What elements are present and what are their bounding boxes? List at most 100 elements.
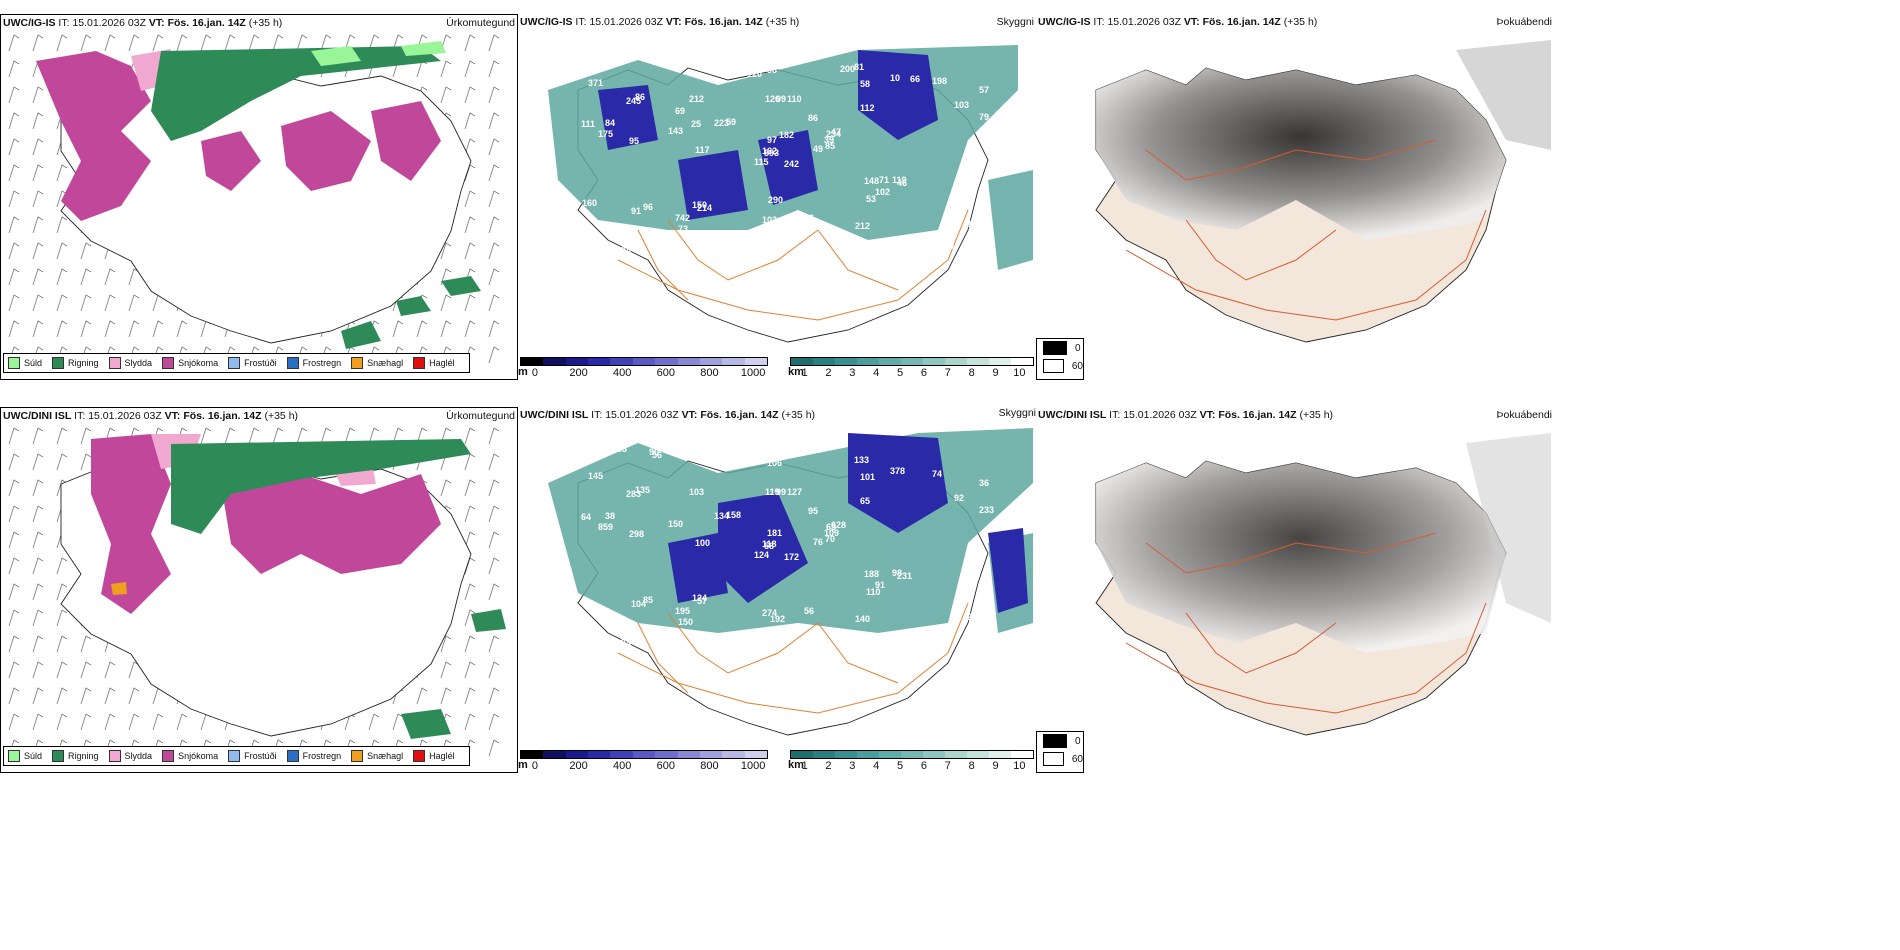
cloudbase-label: 200 (840, 64, 855, 74)
wind-barb (8, 505, 20, 523)
wind-barb (488, 661, 500, 679)
wind-barb (488, 505, 500, 523)
cloudbase-label: 110 (770, 221, 785, 231)
colorbar-tick: 10 (1013, 760, 1026, 772)
colorbar-segment (722, 751, 745, 758)
legend-swatch (286, 357, 299, 369)
wind-barb (80, 242, 92, 260)
wind-barb (32, 609, 44, 627)
cloudbase-labels: 2422455931642342148111058491429195571151… (581, 47, 989, 255)
cloudbase-label: 292 (967, 612, 982, 622)
cloudbase-label: 93 (811, 52, 821, 62)
legend-label: Frostúði (244, 751, 277, 761)
cloudbase-label: 56 (804, 606, 814, 616)
fog-swatch-0 (1043, 734, 1067, 748)
colorbar-segment (565, 751, 589, 758)
colorbar-segment (521, 751, 544, 758)
wind-barb (440, 661, 452, 679)
colorbar-tick: 800 (700, 367, 719, 379)
colorbar-unit: m (518, 366, 528, 378)
cloudbase-label: 119 (765, 487, 780, 497)
colorbar-segment (923, 751, 945, 758)
colorbar-segment (989, 751, 1011, 758)
wind-barb (56, 557, 68, 575)
cloudbase-label: 174 (616, 638, 631, 648)
wind-barb (104, 294, 116, 312)
cloudbase-label: 378 (890, 466, 905, 476)
wind-barb (56, 661, 68, 679)
wind-barb (200, 427, 212, 445)
wind-barb (488, 242, 500, 260)
cloudbase-label: 192 (770, 614, 785, 624)
cloudbase-label: 118 (762, 539, 777, 549)
cloudbase-label: 371 (588, 78, 603, 88)
cloudbase-label: 102 (875, 187, 890, 197)
colorbar-tick: 1000 (740, 367, 766, 379)
panel-header: UWC/DINI ISL IT: 15.01.2026 03Z VT: Fös.… (3, 410, 515, 422)
wind-barb (296, 34, 308, 52)
legend-label: Snæhagl (367, 751, 404, 761)
wind-barb (32, 427, 44, 445)
legend-label: Haglél (429, 751, 455, 761)
wind-barb (488, 479, 500, 497)
wind-barb (152, 713, 164, 731)
colorbar-tick: 9 (992, 760, 999, 772)
cloudbase-label: 145 (588, 471, 603, 481)
colorbar-segment (655, 751, 678, 758)
cloudbase-label: 150 (668, 519, 683, 529)
wind-barb (32, 268, 44, 286)
wind-barb (32, 453, 44, 471)
wind-barb (488, 739, 500, 757)
wind-barb (32, 713, 44, 731)
cloudbase-label: 25 (691, 119, 701, 129)
wind-barb (248, 34, 260, 52)
panel-title: Þokuábendi (1496, 409, 1552, 421)
wind-barb (440, 427, 452, 445)
colorbar-segment (632, 751, 656, 758)
wind-barb (128, 294, 140, 312)
wind-barb (488, 713, 500, 731)
wind-barb (488, 320, 500, 338)
wind-barb (464, 609, 476, 627)
colorbar-tick: 8 (968, 367, 975, 379)
wind-barb (128, 687, 140, 705)
wind-barb (488, 635, 500, 653)
colorbar-tick: 10 (1013, 367, 1026, 379)
colorbar-segment (699, 751, 723, 758)
wind-barb (464, 505, 476, 523)
cloudbase-label: 74 (932, 469, 942, 479)
wind-barb (488, 294, 500, 312)
panel-header: UWC/IG-IS IT: 15.01.2026 03Z VT: Fös. 16… (3, 17, 515, 29)
cloudbase-label: 117 (695, 145, 710, 155)
legend-swatch (108, 750, 121, 762)
wind-barb (488, 216, 500, 234)
legend-swatch (228, 750, 241, 762)
cloudbase-label: 120 (747, 69, 762, 79)
wind-barb (8, 34, 20, 52)
legend-swatch (351, 750, 364, 762)
cloudbase-label: 101 (860, 472, 875, 482)
colorbar-tick: 3 (849, 367, 856, 379)
colorbar-tick: 5 (897, 760, 904, 772)
colorbar-segment (699, 358, 723, 365)
cloudbase-label: 231 (897, 571, 912, 581)
colorbar-tick: 1000 (740, 760, 766, 772)
colorbar-segment (989, 358, 1011, 365)
colorbar-unit: km (788, 759, 804, 771)
legend-swatch (52, 357, 65, 369)
colorbar-segment (543, 751, 566, 758)
wind-barb (152, 320, 164, 338)
colorbar-segment (879, 751, 901, 758)
wind-barb (8, 427, 20, 445)
wind-barb (488, 687, 500, 705)
legend-swatch (413, 750, 426, 762)
cloudbase-label: 57 (979, 85, 989, 95)
wind-barb (8, 138, 20, 156)
cloudbase-label: 70 (825, 534, 835, 544)
cloudbase-label: 120 (939, 241, 954, 251)
cloudbase-label: 859 (598, 522, 613, 532)
wind-barb (464, 242, 476, 260)
wind-barb (8, 635, 20, 653)
wind-barb (80, 320, 92, 338)
wind-barb (488, 427, 500, 445)
